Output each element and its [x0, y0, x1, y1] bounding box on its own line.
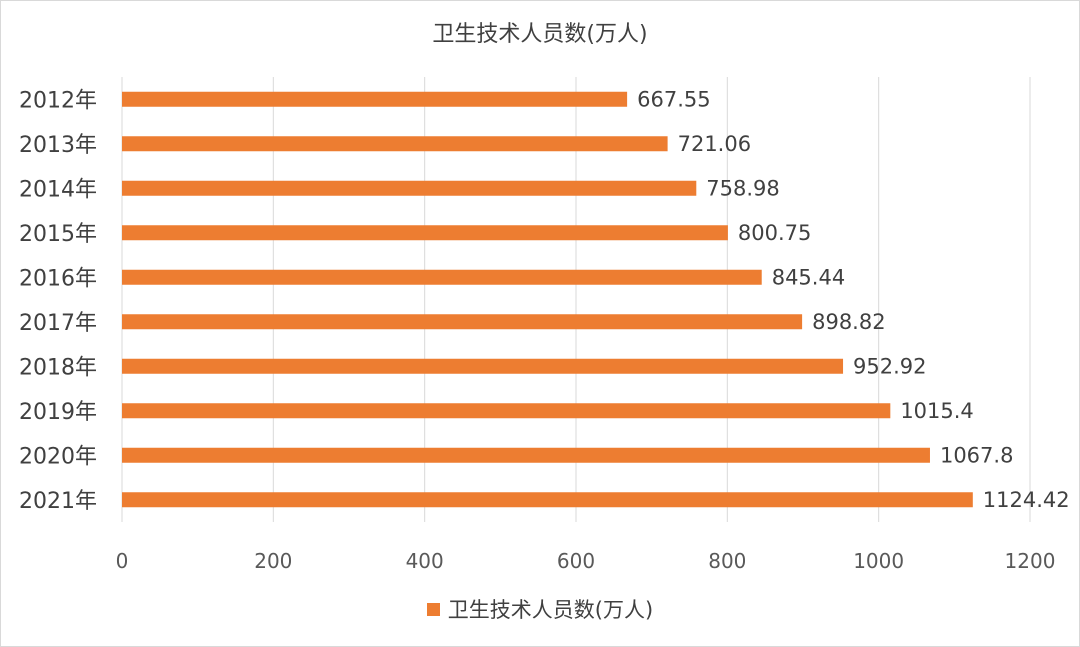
data-label: 1015.4 — [900, 399, 973, 423]
bar — [122, 180, 697, 196]
data-label: 898.82 — [812, 310, 885, 334]
legend-swatch — [426, 602, 440, 616]
bar — [122, 91, 628, 107]
x-tick-label: 1000 — [853, 549, 904, 573]
category-label: 2012年 — [19, 88, 97, 113]
bar — [122, 447, 930, 463]
data-label: 845.44 — [772, 265, 845, 289]
bars — [122, 91, 973, 508]
category-label: 2013年 — [19, 133, 97, 158]
data-label: 667.55 — [637, 87, 710, 111]
bar — [122, 492, 973, 508]
category-label: 2019年 — [19, 400, 97, 425]
legend-label: 卫生技术人员数(万人) — [447, 598, 654, 622]
chart-title: 卫生技术人员数(万人) — [432, 22, 648, 47]
data-label: 1067.8 — [940, 443, 1013, 467]
category-label: 2014年 — [19, 177, 97, 202]
x-tick-label: 1200 — [1005, 549, 1056, 573]
data-label: 800.75 — [738, 221, 811, 245]
category-label: 2015年 — [19, 222, 97, 247]
data-label: 721.06 — [678, 132, 751, 156]
category-label: 2021年 — [19, 489, 97, 514]
bar — [122, 269, 762, 285]
x-tick-label: 400 — [406, 549, 444, 573]
bar — [122, 358, 844, 374]
data-label: 952.92 — [853, 354, 926, 378]
category-labels: 2012年 2013年 2014年 2015年 2016年 2017年 2018年 2019年… — [19, 88, 97, 514]
x-tick-label: 800 — [708, 549, 746, 573]
bar — [122, 225, 728, 241]
category-label: 2016年 — [19, 266, 97, 291]
category-label: 2020年 — [19, 444, 97, 469]
data-label: 1124.42 — [983, 488, 1070, 512]
bar — [122, 314, 803, 330]
legend: 卫生技术人员数(万人) — [0, 594, 1080, 624]
bar — [122, 403, 891, 419]
category-label: 2017年 — [19, 311, 97, 336]
x-tick-labels: 0 200 400 600 800 1000 1200 — [116, 549, 1056, 573]
data-label: 758.98 — [706, 176, 779, 200]
x-tick-label: 200 — [254, 549, 292, 573]
data-labels: 667.55 721.06 758.98 800.75 845.44 898.82 952.… — [637, 87, 1070, 512]
x-tick-label: 600 — [557, 549, 595, 573]
x-tick-label: 0 — [116, 549, 129, 573]
bar — [122, 136, 668, 152]
category-label: 2018年 — [19, 355, 97, 380]
